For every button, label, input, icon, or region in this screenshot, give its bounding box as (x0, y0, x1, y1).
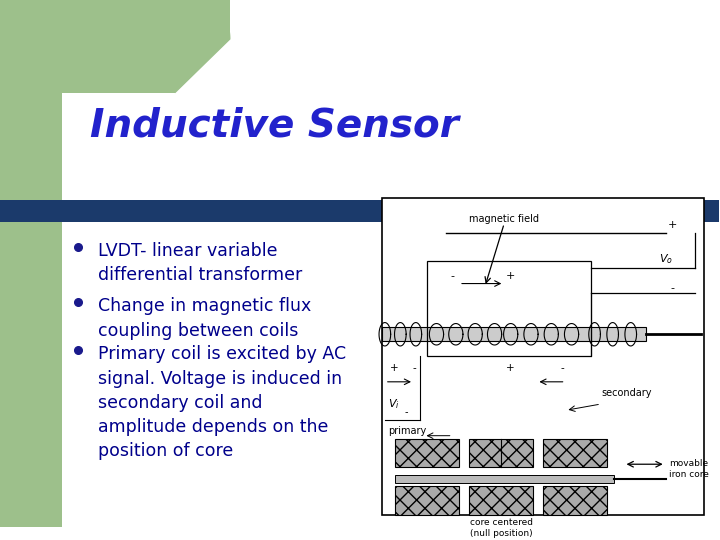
Text: -: - (670, 283, 674, 293)
Bar (395, 487, 459, 515)
Text: -: - (412, 363, 415, 373)
Text: $V_i$: $V_i$ (388, 397, 400, 411)
Bar (175, 39, 235, 98)
Bar (543, 487, 608, 515)
Text: secondary: secondary (601, 388, 652, 398)
Bar (427, 261, 591, 356)
Bar (382, 198, 704, 515)
Bar (469, 439, 534, 468)
Text: LVDT- linear variable
differential transformer: LVDT- linear variable differential trans… (98, 242, 302, 284)
Text: +: + (390, 363, 399, 373)
Text: -: - (560, 363, 564, 373)
Text: -: - (404, 407, 408, 417)
Text: magnetic field: magnetic field (469, 214, 539, 224)
Text: Inductive Sensor: Inductive Sensor (90, 106, 459, 144)
Bar (469, 487, 534, 515)
Bar (395, 439, 459, 468)
Text: core centered
(null position): core centered (null position) (469, 518, 533, 538)
Text: Change in magnetic flux
coupling between coils: Change in magnetic flux coupling between… (98, 298, 311, 340)
Text: $V_o$: $V_o$ (659, 252, 672, 266)
Bar (0, 200, 719, 222)
Text: +: + (506, 271, 516, 281)
Polygon shape (175, 0, 230, 93)
Bar (0, 0, 62, 526)
Bar (0, 0, 230, 93)
Text: Primary coil is excited by AC
signal. Voltage is induced in
secondary coil and
a: Primary coil is excited by AC signal. Vo… (98, 345, 346, 461)
Text: movable
iron core: movable iron core (669, 459, 708, 479)
Text: +: + (506, 363, 515, 373)
Text: -: - (451, 271, 454, 281)
Text: primary: primary (388, 426, 426, 436)
Text: +: + (667, 220, 677, 230)
Bar (395, 475, 614, 483)
Bar (543, 439, 608, 468)
Bar (382, 327, 647, 341)
